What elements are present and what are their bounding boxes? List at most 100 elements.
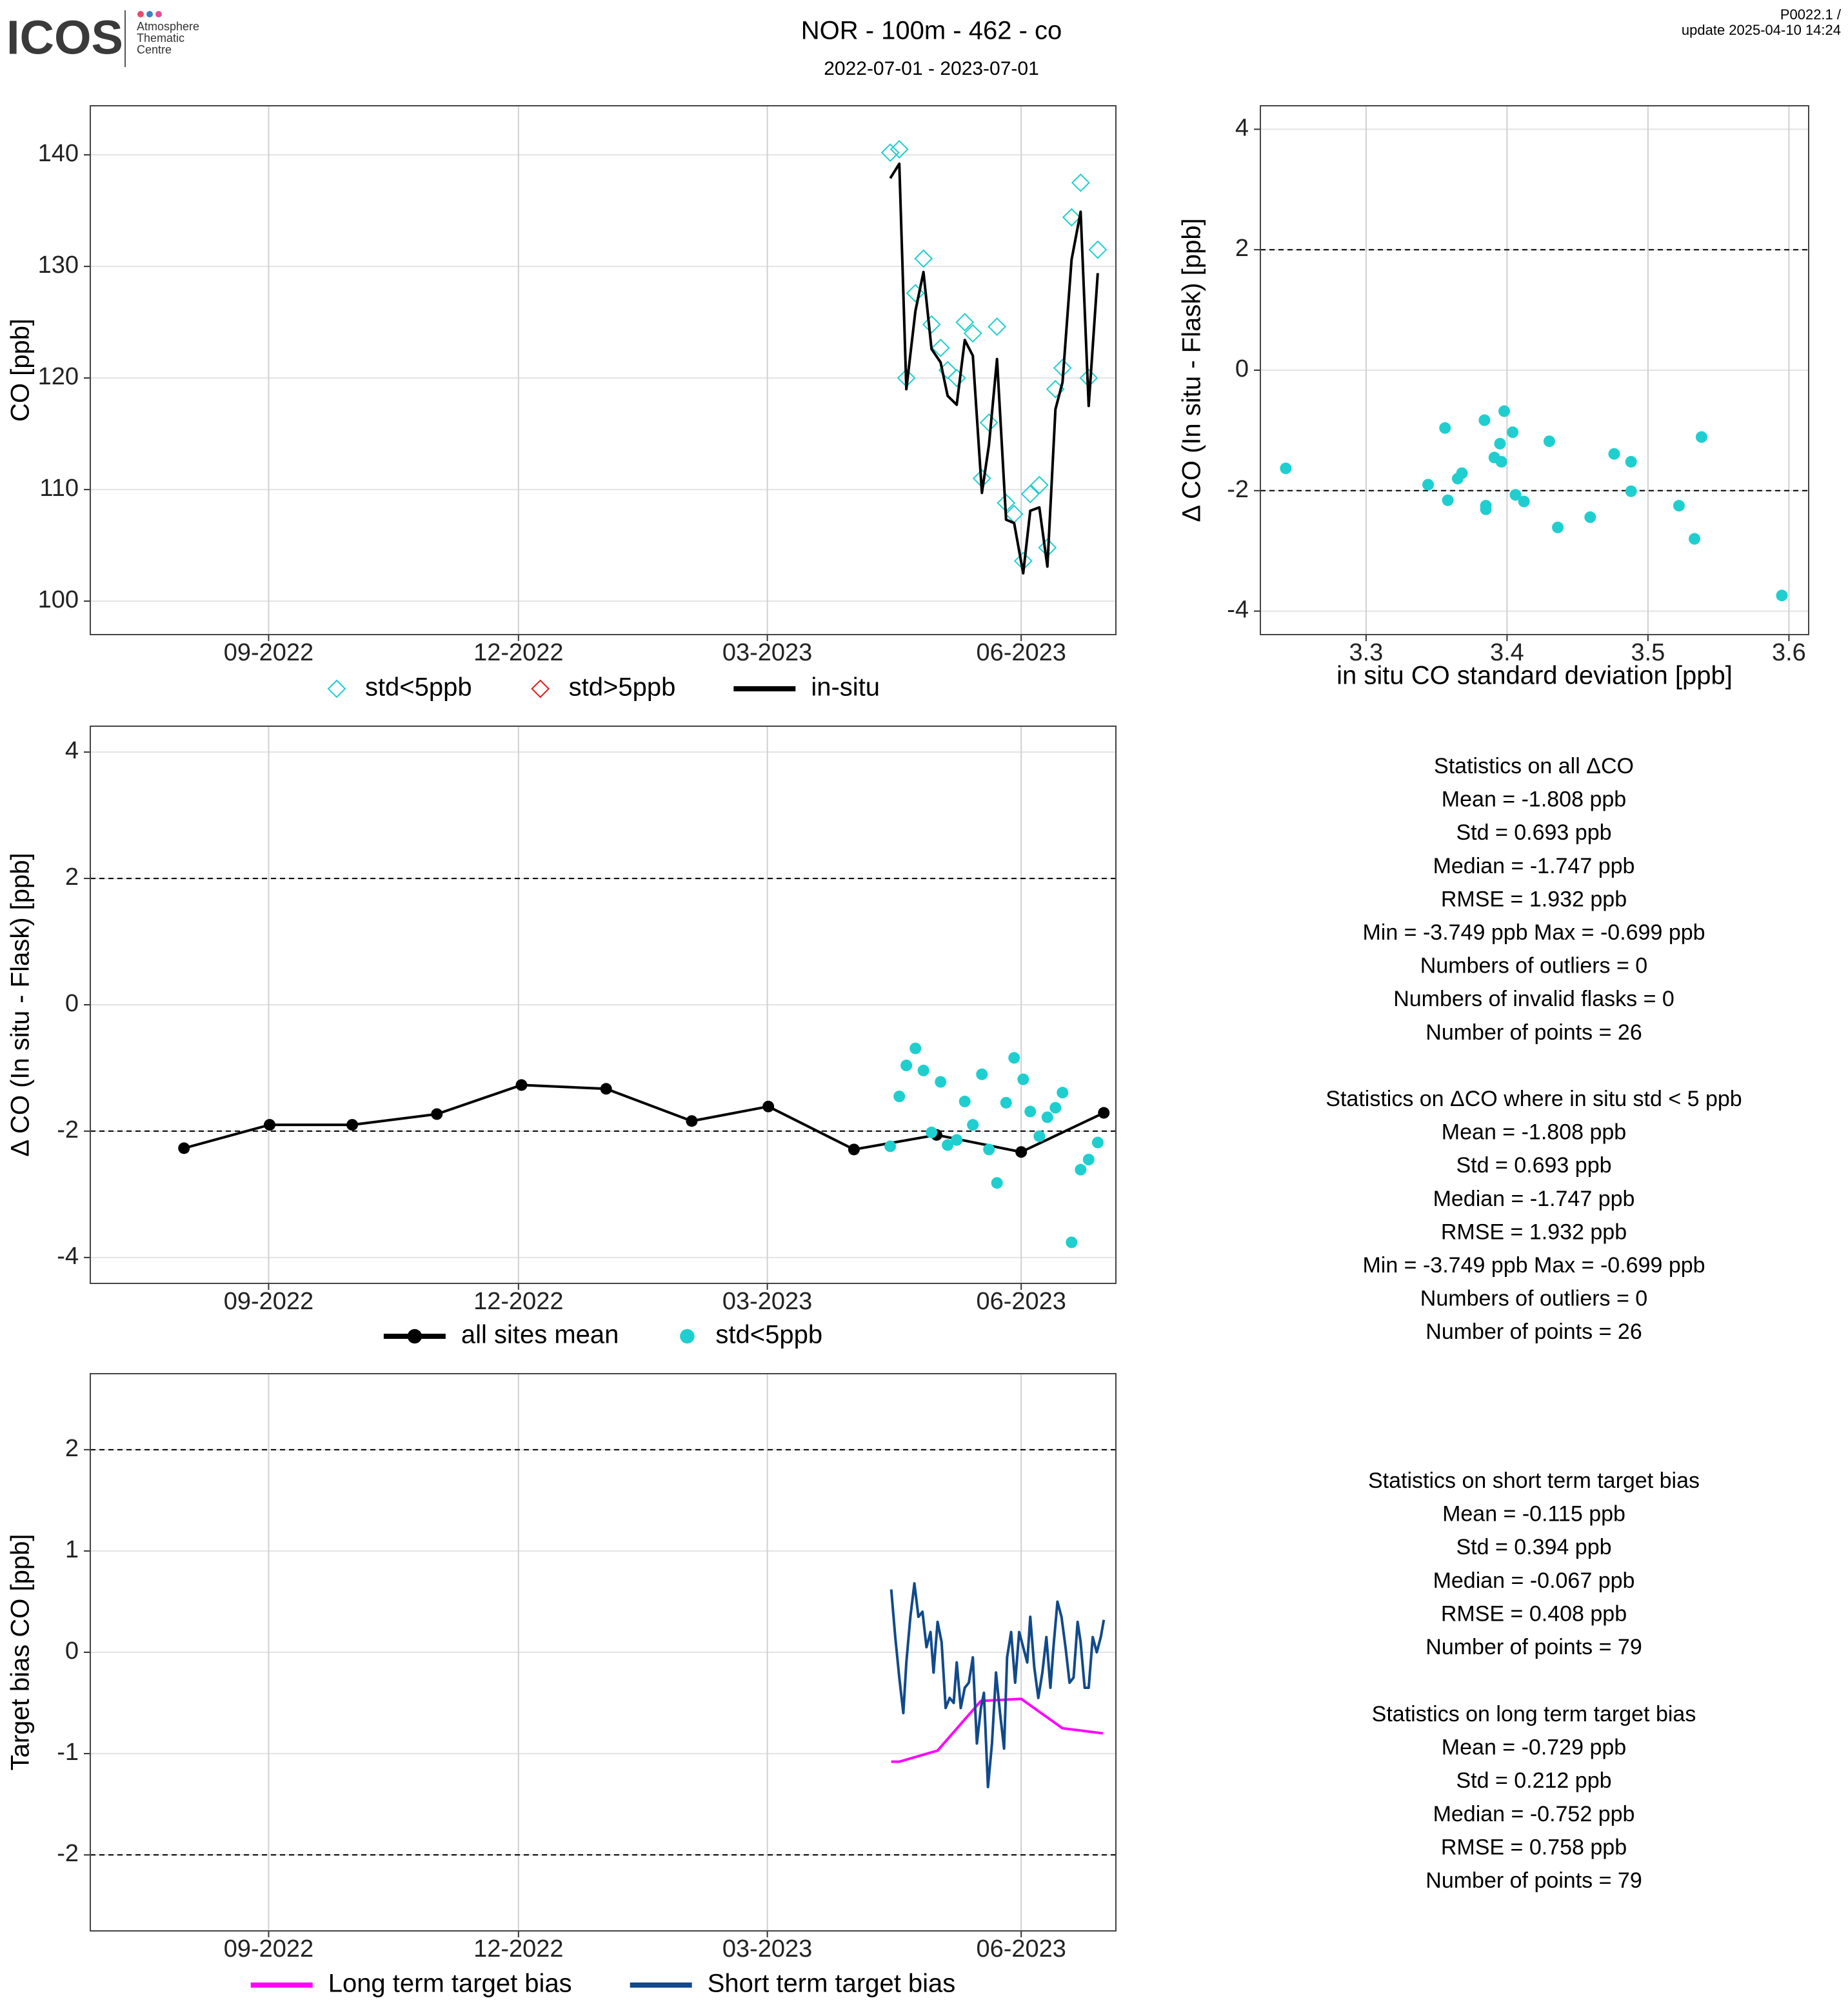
update: update 2025-04-10 14:24	[1682, 22, 1841, 38]
y-tick-label: 4	[1235, 114, 1249, 141]
y-tick-label: 110	[39, 475, 79, 502]
plot-frame	[90, 726, 1117, 1284]
circle-marker	[917, 1064, 929, 1076]
stats-title: Statistics on all ΔCO	[1434, 754, 1634, 778]
diamond-marker	[880, 143, 900, 163]
diamond-marker	[1020, 484, 1040, 504]
stats-line: Std = 0.693 ppb	[1456, 820, 1611, 845]
circle-marker	[942, 1139, 954, 1151]
circle-marker	[680, 1329, 695, 1344]
subtitle: 2022-07-01 - 2023-07-01	[824, 58, 1039, 79]
diamond-marker	[988, 317, 1007, 336]
stats-line: RMSE = 1.932 ppb	[1441, 887, 1627, 911]
diamond-marker	[979, 413, 999, 432]
x-tick-label: 3.4	[1490, 639, 1524, 666]
logo-sub: Centre	[137, 43, 172, 56]
legend-label: std>5ppb	[569, 673, 676, 702]
y-tick-label: -4	[1227, 597, 1249, 624]
x-tick-label: 12-2022	[473, 1288, 563, 1315]
circle-marker	[1066, 1236, 1078, 1249]
legend: Long term target bias Short term target b…	[250, 1970, 956, 1998]
series-line	[889, 162, 1099, 575]
y-tick-label: 0	[65, 1637, 79, 1665]
y-tick-label: 2	[65, 864, 79, 891]
diamond-marker	[1071, 173, 1090, 192]
circle-marker	[926, 1126, 938, 1138]
y-tick-label: 4	[65, 737, 79, 764]
y-tick-label: -2	[57, 1840, 79, 1867]
stats-line: RMSE = 1.932 ppb	[1441, 1220, 1627, 1244]
circle-marker	[1689, 533, 1701, 545]
circle-marker	[1049, 1102, 1062, 1114]
plot-frame	[90, 1373, 1117, 1932]
circle-marker	[900, 1060, 913, 1072]
legend-label: Short term target bias	[708, 1970, 956, 1998]
circle-marker	[884, 1140, 897, 1152]
stats-title: Statistics on long term target bias	[1372, 1702, 1696, 1726]
diamond-marker	[922, 315, 941, 334]
diamond-marker	[906, 284, 925, 303]
circle-marker	[1695, 431, 1707, 443]
circle-marker	[1057, 1087, 1069, 1099]
circle-marker	[1442, 494, 1454, 506]
circle-marker	[951, 1134, 963, 1146]
y-tick-label: 130	[38, 252, 79, 279]
y-axis-label: Δ CO (In situ - Flask) [ppb]	[6, 853, 35, 1156]
circle-marker	[1456, 467, 1468, 479]
circle-marker	[600, 1083, 612, 1095]
circle-marker	[1024, 1105, 1037, 1118]
y-axis-label: CO [ppb]	[6, 319, 35, 422]
stats-line: Number of points = 26	[1426, 1320, 1642, 1344]
circle-marker	[909, 1042, 922, 1054]
circle-marker	[1017, 1073, 1029, 1085]
y-tick-label: -2	[57, 1116, 79, 1143]
circle-marker	[1033, 1130, 1046, 1142]
circle-marker	[1015, 1146, 1028, 1158]
stats-line: Mean = -0.729 ppb	[1442, 1735, 1626, 1760]
y-tick-label: 2	[65, 1435, 79, 1462]
circle-marker	[762, 1100, 775, 1112]
circle-marker	[1495, 455, 1507, 468]
circle-marker	[1673, 500, 1685, 512]
y-tick-label: 0	[65, 990, 79, 1017]
circle-marker	[178, 1142, 190, 1154]
circle-marker	[1439, 422, 1451, 434]
circle-marker	[1509, 489, 1522, 501]
circle-marker	[407, 1329, 422, 1344]
circle-marker	[346, 1119, 359, 1131]
plot-area	[90, 106, 1116, 635]
x-tick-label: 03-2023	[722, 639, 812, 666]
circle-marker	[983, 1143, 995, 1156]
legend-label: Long term target bias	[328, 1970, 572, 1998]
circle-marker	[1498, 405, 1511, 417]
stats-line: Min = -3.749 ppb Max = -0.699 ppb	[1362, 920, 1705, 945]
legend: std<5ppb std>5ppb in-situ	[327, 673, 880, 702]
circle-marker	[1098, 1107, 1110, 1119]
x-tick-label: 09-2022	[224, 1935, 313, 1963]
stats-line: Numbers of invalid flasks = 0	[1393, 987, 1674, 1011]
stats-line: Mean = -1.808 ppb	[1442, 787, 1626, 812]
stats-line: Number of points = 26	[1426, 1020, 1642, 1045]
stats-line: Median = -1.747 ppb	[1433, 1187, 1635, 1211]
circle-marker	[1776, 589, 1788, 602]
circle-marker	[1507, 426, 1519, 439]
y-axis-label: Target bias CO [ppb]	[6, 1534, 35, 1771]
circle-marker	[686, 1115, 698, 1127]
circle-marker	[848, 1143, 860, 1156]
diamond-marker	[947, 368, 966, 388]
version: P0022.1 /	[1780, 6, 1842, 23]
circle-marker	[1091, 1136, 1104, 1149]
circle-marker	[1625, 485, 1637, 497]
logo-dot	[155, 11, 162, 17]
stats-line: Numbers of outliers = 0	[1420, 1287, 1647, 1311]
x-axis-label: in situ CO standard deviation [ppb]	[1336, 662, 1733, 690]
stats-line: Number of points = 79	[1426, 1635, 1642, 1659]
logo-dot	[137, 11, 144, 17]
circle-marker	[959, 1095, 971, 1107]
circle-marker	[1000, 1096, 1012, 1109]
diamond-marker	[963, 324, 982, 343]
x-tick-label: 06-2023	[976, 1935, 1066, 1963]
stats-line: Min = -3.749 ppb Max = -0.699 ppb	[1362, 1253, 1705, 1278]
diamond-marker	[931, 338, 950, 357]
plot-frame	[90, 105, 1117, 635]
